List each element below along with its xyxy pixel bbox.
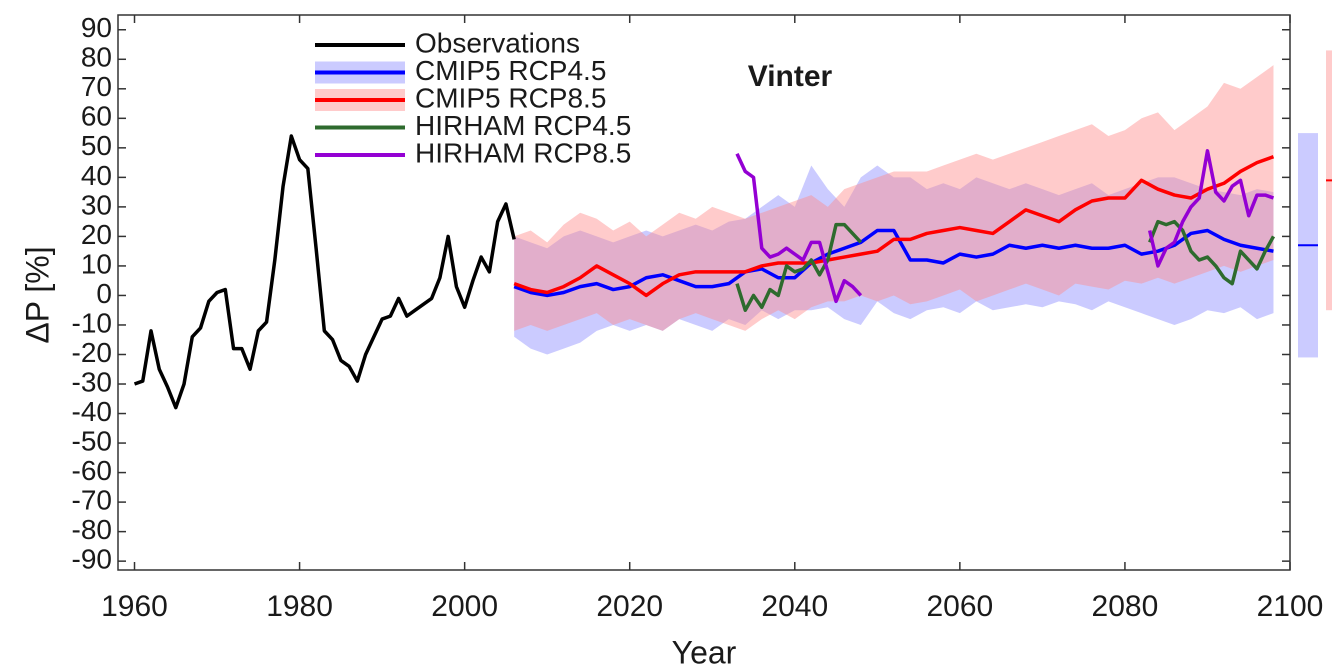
y-tick-label: 30 xyxy=(81,189,112,220)
plot-area xyxy=(133,65,1276,410)
y-tick-label: -60 xyxy=(72,455,112,486)
x-tick-label: 2060 xyxy=(926,590,993,623)
range-band xyxy=(514,65,1274,331)
y-axis-label: ΔP [%] xyxy=(19,246,55,343)
y-tick-label: 60 xyxy=(81,101,112,132)
y-tick-label: -20 xyxy=(72,337,112,368)
series-line xyxy=(513,228,1274,298)
y-tick-label: 10 xyxy=(81,248,112,279)
y-tick-label: 70 xyxy=(81,71,112,102)
series-line xyxy=(735,149,1275,304)
legend-label: Observations xyxy=(415,27,580,58)
y-tick-label: 50 xyxy=(81,130,112,161)
y-tick-label: -30 xyxy=(72,366,112,397)
x-tick-label: 2040 xyxy=(761,590,828,623)
y-tick-label: -90 xyxy=(72,544,112,575)
legend-label: HIRHAM RCP4.5 xyxy=(415,110,631,141)
series-line xyxy=(513,155,1275,298)
y-tick-label: 90 xyxy=(81,12,112,43)
legend-label: CMIP5 RCP4.5 xyxy=(415,55,606,86)
legend-label: CMIP5 RCP8.5 xyxy=(415,82,606,113)
y-tick-label: 80 xyxy=(81,42,112,73)
x-axis-label: Year xyxy=(672,634,737,670)
legend-label: HIRHAM RCP8.5 xyxy=(415,137,631,168)
y-tick-label: -50 xyxy=(72,425,112,456)
y-tick-label: -80 xyxy=(72,514,112,545)
series-line xyxy=(735,219,1276,312)
x-tick-label: 2080 xyxy=(1092,590,1159,623)
y-tick-label: -40 xyxy=(72,396,112,427)
x-tick-label: 1960 xyxy=(101,590,168,623)
x-tick-label: 2100 xyxy=(1257,590,1324,623)
plot-frame xyxy=(117,14,1291,571)
y-tick-label: 20 xyxy=(81,219,112,250)
x-tick-label: 1980 xyxy=(266,590,333,623)
range-band xyxy=(514,165,1274,355)
y-tick-label: 40 xyxy=(81,160,112,191)
x-tick-label: 2000 xyxy=(431,590,498,623)
chart-title: Vinter xyxy=(748,60,833,93)
x-tick-label: 2020 xyxy=(596,590,663,623)
series-line xyxy=(133,134,516,410)
y-tick-label: 0 xyxy=(96,278,112,309)
y-tick-label: -10 xyxy=(72,307,112,338)
y-tick-label: -70 xyxy=(72,484,112,515)
